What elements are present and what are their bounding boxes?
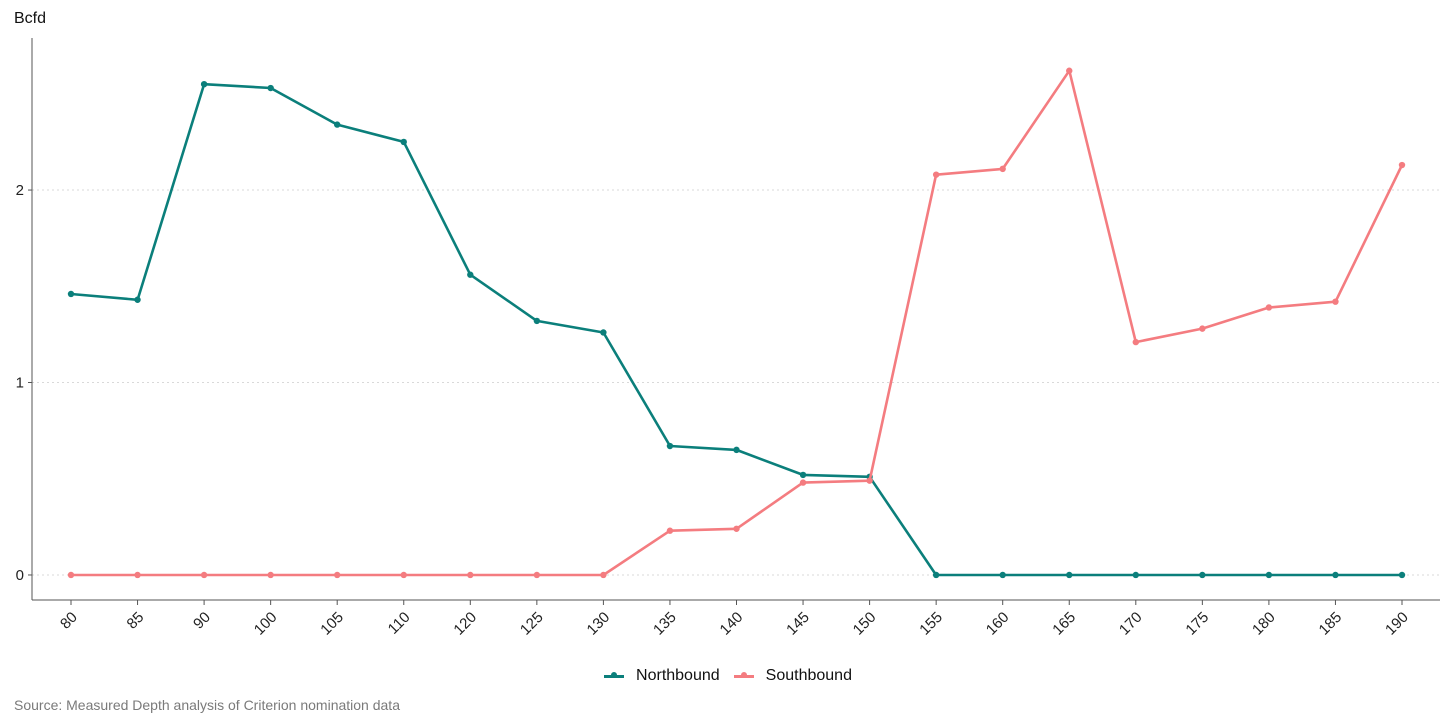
x-tick-label-190: 190 (1382, 609, 1412, 639)
x-tick-label-90: 90 (190, 609, 214, 633)
x-tick-label-150: 150 (850, 609, 880, 639)
point-southbound-135 (666, 527, 674, 534)
point-northbound-120 (467, 271, 474, 278)
point-southbound-85 (134, 571, 141, 579)
point-northbound-145 (799, 471, 807, 479)
point-southbound-165 (1066, 67, 1073, 74)
x-tick-label-85: 85 (124, 609, 148, 633)
point-northbound-90 (200, 80, 208, 88)
point-northbound-170 (1132, 571, 1140, 579)
point-southbound-155 (932, 171, 940, 178)
y-axis-label: Bcfd (14, 10, 47, 27)
x-tick-label-140: 140 (717, 609, 747, 639)
point-southbound-180 (1265, 304, 1273, 311)
point-northbound-85 (134, 296, 141, 303)
legend-label-southbound: Southbound (765, 667, 852, 684)
x-tick-label-120: 120 (450, 609, 480, 639)
point-southbound-185 (1332, 298, 1339, 305)
x-tick-label-180: 180 (1249, 609, 1279, 639)
point-southbound-110 (400, 571, 407, 579)
legend-item-southbound: Southbound (733, 667, 852, 685)
x-tick-label-110: 110 (385, 609, 414, 638)
x-tick-label-135: 135 (650, 609, 680, 639)
legend-swatch-southbound (733, 672, 754, 678)
point-northbound-160 (999, 571, 1006, 579)
x-tick-label-100: 100 (251, 609, 281, 639)
x-tick-label-170: 170 (1116, 609, 1146, 639)
point-southbound-150 (866, 477, 873, 484)
point-northbound-165 (1066, 571, 1073, 579)
point-northbound-80 (67, 290, 75, 298)
series-line-southbound (71, 69, 1404, 577)
legend-swatch-northbound (604, 672, 625, 678)
point-southbound-145 (799, 479, 807, 486)
point-northbound-140 (733, 446, 740, 454)
point-southbound-175 (1199, 325, 1206, 332)
point-northbound-105 (334, 121, 341, 128)
legend: Northbound Southbound (0, 667, 1456, 685)
point-northbound-180 (1265, 571, 1273, 579)
x-tick-label-175: 175 (1182, 609, 1212, 639)
legend-item-northbound: Northbound (604, 667, 720, 685)
point-southbound-170 (1132, 338, 1140, 346)
point-southbound-190 (1398, 161, 1406, 169)
point-northbound-110 (400, 138, 407, 146)
y-tick-label-1: 1 (16, 375, 24, 392)
point-southbound-90 (200, 571, 208, 579)
point-southbound-125 (533, 571, 541, 579)
y-tick-label-2: 2 (16, 182, 24, 199)
x-tick-label-130: 130 (584, 609, 614, 639)
point-northbound-190 (1398, 571, 1406, 579)
x-tick-label-155: 155 (916, 609, 946, 639)
point-northbound-100 (267, 84, 274, 92)
x-tick-label-80: 80 (57, 609, 81, 633)
point-northbound-130 (600, 329, 607, 336)
point-southbound-80 (67, 571, 75, 579)
x-tick-label-125: 125 (517, 609, 547, 639)
point-southbound-120 (467, 571, 474, 579)
source-note: Source: Measured Depth analysis of Crite… (14, 697, 400, 713)
point-southbound-130 (600, 571, 607, 579)
x-tick-label-165: 165 (1049, 609, 1079, 639)
point-northbound-125 (533, 317, 541, 325)
point-southbound-100 (267, 571, 274, 579)
point-southbound-140 (733, 525, 740, 532)
x-tick-label-105: 105 (317, 609, 347, 639)
y-tick-label-0: 0 (16, 567, 24, 584)
point-southbound-105 (334, 571, 341, 579)
x-tick-label-160: 160 (983, 609, 1013, 639)
point-northbound-185 (1332, 571, 1339, 579)
point-southbound-160 (999, 165, 1006, 173)
point-northbound-135 (666, 442, 674, 450)
point-northbound-175 (1199, 571, 1206, 579)
point-northbound-155 (932, 571, 940, 579)
x-tick-label-185: 185 (1316, 609, 1346, 639)
legend-label-northbound: Northbound (636, 667, 720, 684)
x-tick-label-145: 145 (783, 609, 813, 639)
